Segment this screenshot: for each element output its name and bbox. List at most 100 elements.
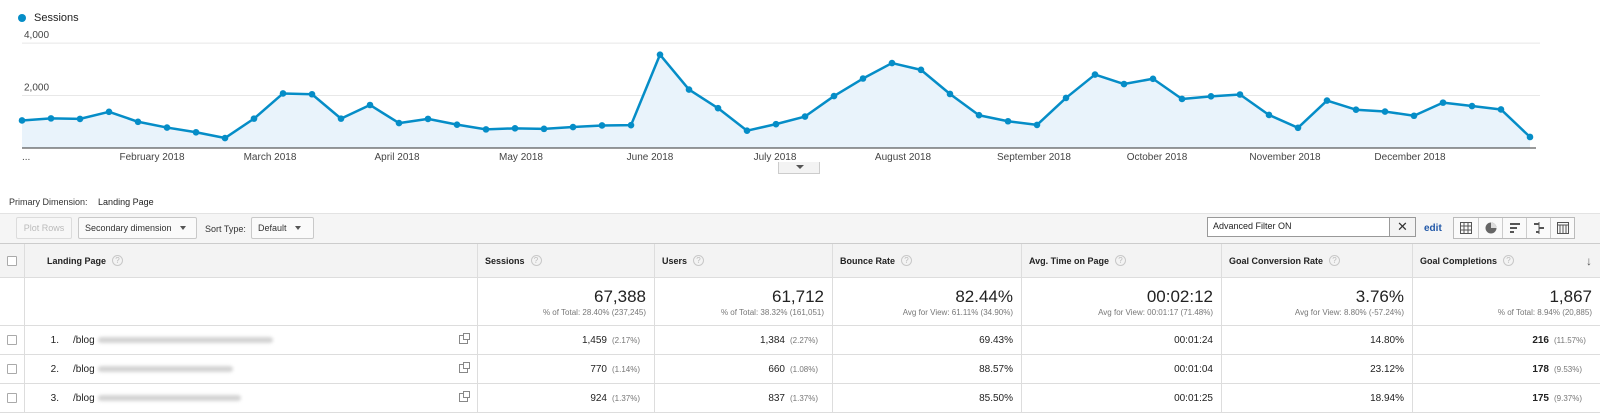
x-tick-label: October 2018 [1127,152,1188,163]
row-checkbox[interactable] [7,393,17,403]
avg-time-cell: 00:01:04 [1022,355,1222,383]
comparison-view-icon[interactable] [1526,218,1550,238]
performance-view-icon[interactable] [1502,218,1526,238]
sessions-point [1439,99,1447,106]
external-link-icon[interactable] [459,333,470,344]
advanced-filter-input[interactable]: Advanced Filter ON [1207,217,1390,237]
external-link-icon[interactable] [459,391,470,402]
header-goal-conversion-rate[interactable]: Goal Conversion Rate ? [1222,244,1413,277]
row-rank: 1. [50,334,59,346]
x-tick-label: September 2018 [997,152,1071,163]
pie-view-icon[interactable] [1478,218,1502,238]
redacted-path [97,366,233,372]
x-tick-label: ... [22,152,30,163]
header-users-label: Users [662,255,688,266]
header-users[interactable]: Users ? [655,244,833,277]
users-pct: (1.08%) [790,364,819,374]
table-view-icon[interactable] [1454,218,1478,238]
sessions-point [250,115,258,122]
header-goal-completions[interactable]: Goal Completions ? ↓ [1413,244,1600,277]
help-icon[interactable]: ? [1329,255,1341,266]
landing-page-link[interactable]: /blog [73,363,95,375]
avg-time-cell: 00:01:24 [1022,326,1222,354]
sessions-point [18,117,26,124]
bounce-rate-cell: 69.43% [833,326,1022,354]
landing-page-link[interactable]: /blog [73,334,95,346]
total-avg-time-value: 00:02:12 [1146,287,1213,306]
goal-conv-cell: 18.94% [1222,384,1413,412]
sessions-point [1062,94,1070,102]
y-tick-label: 4,000 [24,30,49,41]
sessions-chart[interactable]: 2,000 4,000... February 2018 March 2018 Apri… [0,0,1600,180]
landing-page-cell: 1. /blog [25,326,478,354]
row-checkbox[interactable] [7,335,17,345]
total-sessions-sub: % of Total: 28.40% (237,245) [542,308,646,317]
header-bounce-rate[interactable]: Bounce Rate ? [833,244,1022,277]
header-sessions[interactable]: Sessions ? [478,244,655,277]
chart-collapse-handle[interactable] [778,162,820,174]
sort-type-dropdown[interactable]: Default [251,217,314,239]
table-row: 1. /blog 1,459 (2.17%) 1,384 (2.27%) 69.… [0,326,1600,355]
sessions-point [366,101,374,109]
secondary-dimension-dropdown[interactable]: Secondary dimension [78,217,197,239]
totals-row: 67,388 % of Total: 28.40% (237,245) 61,7… [0,278,1600,326]
sessions-point [656,51,664,58]
external-link-icon[interactable] [459,362,470,373]
x-tick-label: May 2018 [499,152,543,163]
total-bounce-rate: 82.44% Avg for View: 61.11% (34.90%) [833,278,1022,325]
goal-conv-cell: 23.12% [1222,355,1413,383]
landing-page-link[interactable]: /blog [73,392,95,404]
sessions-point [540,125,548,133]
goal-conv-cell: 14.80% [1222,326,1413,354]
sessions-point [337,115,345,122]
sessions-point [801,113,809,120]
total-users-sub: % of Total: 38.32% (161,051) [720,308,824,317]
select-all-checkbox[interactable] [7,255,17,266]
plot-rows-button[interactable]: Plot Rows [16,217,72,239]
pivot-view-icon[interactable] [1550,218,1574,238]
goal-comp-value: 175 [1532,392,1549,404]
x-tick-label: November 2018 [1249,152,1321,163]
sessions-point [279,90,287,97]
help-icon[interactable]: ? [693,255,705,266]
primary-dimension-value[interactable]: Landing Page [98,197,154,207]
edit-filter-link[interactable]: edit [1424,223,1442,234]
sessions-point [946,90,954,98]
chart-legend: Sessions [18,12,79,24]
table-toolbar: Plot Rows Secondary dimension Sort Type:… [0,213,1600,243]
help-icon[interactable]: ? [530,255,542,266]
primary-dimension: Primary Dimension: Landing Page [9,197,154,207]
legend-dot-icon [18,14,26,22]
help-icon[interactable]: ? [112,255,124,266]
help-icon[interactable]: ? [901,255,913,266]
sessions-point [163,124,171,131]
view-selector [1453,217,1575,239]
sessions-point [424,115,432,123]
sessions-point [1294,124,1302,132]
sessions-point [569,123,577,131]
header-landing-page-label: Landing Page [47,255,107,266]
row-checkbox-cell [0,384,25,412]
goal-comp-cell: 178 (9.53%) [1413,355,1600,383]
goal-comp-pct: (9.53%) [1554,364,1583,374]
clear-filter-button[interactable]: ✕ [1390,217,1416,237]
sessions-line-chart: 2,000 4,000... February 2018 March 2018 Apri… [18,30,1540,163]
sessions-pct: (1.37%) [612,393,641,403]
header-avg-time-label: Avg. Time on Page [1029,255,1110,266]
help-icon[interactable]: ? [1115,255,1127,266]
row-checkbox[interactable] [7,364,17,374]
sessions-point [192,128,200,136]
sessions-point [511,125,519,132]
table-header-row: Landing Page ? Sessions ? Users ? Bounce… [0,244,1600,278]
header-avg-time-on-page[interactable]: Avg. Time on Page ? [1022,244,1222,277]
chevron-down-icon [294,226,301,230]
sessions-point [1410,112,1418,120]
header-landing-page[interactable]: Landing Page ? [25,244,478,277]
sort-descending-icon[interactable]: ↓ [1586,254,1592,268]
sessions-point [830,92,838,100]
sessions-point [105,108,113,116]
sessions-point [1381,108,1389,115]
goal-comp-cell: 216 (11.57%) [1413,326,1600,354]
help-icon[interactable]: ? [1503,255,1515,266]
header-goal-conv-label: Goal Conversion Rate [1229,255,1324,266]
